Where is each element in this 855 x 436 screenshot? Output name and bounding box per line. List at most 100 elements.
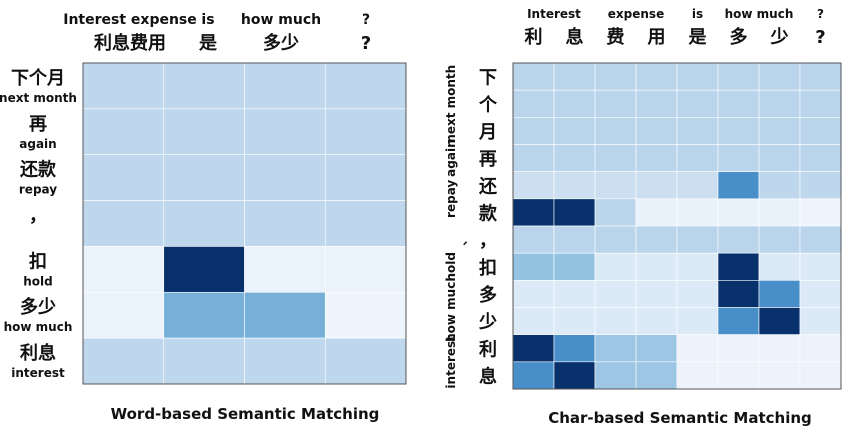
- word-based-heatmap: Interest expense 利息费用 is 是 how much 多少?? 下个月 ne…: [0, 12, 407, 385]
- column-char-label: 用: [648, 27, 666, 48]
- heatmap-cell: [676, 198, 719, 227]
- heatmap-cell: [244, 154, 326, 201]
- heatmap-cell: [553, 307, 596, 335]
- row-label-zh: 利息: [20, 342, 56, 364]
- heatmap-cell: [676, 334, 719, 363]
- heatmap-cell: [635, 225, 678, 254]
- heatmap-cell: [635, 280, 678, 308]
- heatmap-cell: [553, 280, 596, 308]
- heatmap-cell: [553, 225, 596, 254]
- heatmap-cell: [594, 171, 637, 200]
- column-label-en: Interest expense: [63, 12, 197, 28]
- heatmap-cell: [799, 62, 842, 91]
- heatmap-cell: [676, 117, 719, 145]
- row-char-label: 少: [478, 312, 497, 333]
- heatmap-cell: [512, 361, 555, 390]
- heatmap-cell: [717, 252, 760, 281]
- heatmap-cell: [553, 144, 596, 172]
- heatmap-cell: [594, 144, 637, 172]
- heatmap-cell: [594, 307, 637, 335]
- heatmap-cell: [635, 117, 678, 145]
- heatmap-cell: [717, 280, 760, 308]
- heatmap-cell: [324, 108, 407, 156]
- heatmap-cell: [82, 200, 165, 247]
- heatmap-cell: [676, 280, 719, 308]
- heatmap-cell: [82, 108, 165, 156]
- char-based-heatmap: 利息费用是多少 ?Interest expense is how much ?下个月再还款…: [444, 7, 842, 390]
- row-label-en: how much: [4, 320, 73, 334]
- heatmap-cell: [758, 280, 801, 308]
- heatmap-cell: [163, 62, 245, 110]
- heatmap-cell: [512, 144, 555, 172]
- heatmap-cell: [553, 334, 596, 363]
- row-char-label: 扣: [479, 257, 497, 279]
- heatmap-cell: [758, 117, 801, 145]
- row-char-label: 还: [478, 176, 498, 197]
- column-word-label: ?: [817, 7, 824, 21]
- heatmap-cell: [758, 307, 801, 335]
- heatmap-cell: [324, 246, 407, 293]
- heatmap-cell: [244, 200, 326, 247]
- heatmap-cell: [594, 334, 637, 363]
- heatmap-cell: [799, 198, 842, 227]
- column-label-en: ?: [362, 12, 370, 28]
- column-word-label: how much: [725, 7, 794, 21]
- heatmap-cell: [758, 89, 801, 118]
- heatmap-cell: [163, 154, 245, 201]
- heatmap-cell: [799, 361, 842, 390]
- heatmap-cell: [717, 117, 760, 145]
- heatmap-cell: [512, 225, 555, 254]
- column-char-label: 多: [730, 26, 748, 48]
- heatmap-cell: [758, 225, 801, 254]
- heatmap-cell: [635, 334, 678, 363]
- heatmap-cell: [163, 291, 245, 339]
- row-char-label: 下: [479, 68, 497, 89]
- heatmap-frame: [512, 62, 842, 390]
- heatmap-cell: [717, 361, 760, 390]
- column-char-label: 利: [525, 26, 543, 48]
- heatmap-cell: [512, 62, 555, 91]
- heatmap-cell: [717, 62, 760, 91]
- heatmap-cell: [635, 307, 678, 335]
- row-label-en: repay: [19, 183, 57, 197]
- heatmap-cell: [799, 144, 842, 172]
- heatmap-cell: [512, 252, 555, 281]
- row-label-zh: ，: [29, 206, 47, 227]
- row-label-zh: 扣: [29, 250, 47, 272]
- heatmap-cell: [324, 200, 407, 247]
- heatmap-cell: [244, 108, 326, 156]
- heatmap-cell: [594, 62, 637, 91]
- row-word-label: again: [444, 139, 458, 176]
- row-char-label: 个: [478, 94, 498, 116]
- column-label-zh: 多少: [263, 32, 299, 54]
- heatmap-cell: [799, 252, 842, 281]
- char-based-chart-title: Char-based Semantic Matching: [548, 409, 812, 427]
- heatmap-cell: [594, 252, 637, 281]
- heatmap-cell: [635, 62, 678, 91]
- heatmap-cell: [676, 171, 719, 200]
- heatmap-cell: [163, 108, 245, 156]
- row-label-zh: 多少: [20, 296, 56, 318]
- row-label-en: again: [19, 137, 56, 151]
- row-word-label: next month: [444, 65, 458, 143]
- heatmap-cell: [676, 62, 719, 91]
- row-word-label: repay: [444, 180, 458, 218]
- heatmap-cell: [635, 252, 678, 281]
- heatmap-cell: [553, 89, 596, 118]
- heatmap-cell: [512, 171, 555, 200]
- heatmap-cell: [676, 307, 719, 335]
- heatmap-cell: [758, 198, 801, 227]
- column-char-label: 费: [607, 27, 625, 48]
- heatmap-cell: [594, 198, 637, 227]
- heatmap-cell: [553, 171, 596, 200]
- heatmap-cell: [717, 144, 760, 172]
- heatmap-cell: [324, 154, 407, 201]
- heatmap-cell: [512, 334, 555, 363]
- heatmap-cell: [512, 89, 555, 118]
- heatmap-cell: [82, 337, 165, 385]
- heatmap-cell: [82, 291, 165, 339]
- heatmap-cell: [553, 198, 596, 227]
- column-label-zh: 利息费用: [94, 32, 166, 54]
- row-char-label: 利: [479, 338, 497, 360]
